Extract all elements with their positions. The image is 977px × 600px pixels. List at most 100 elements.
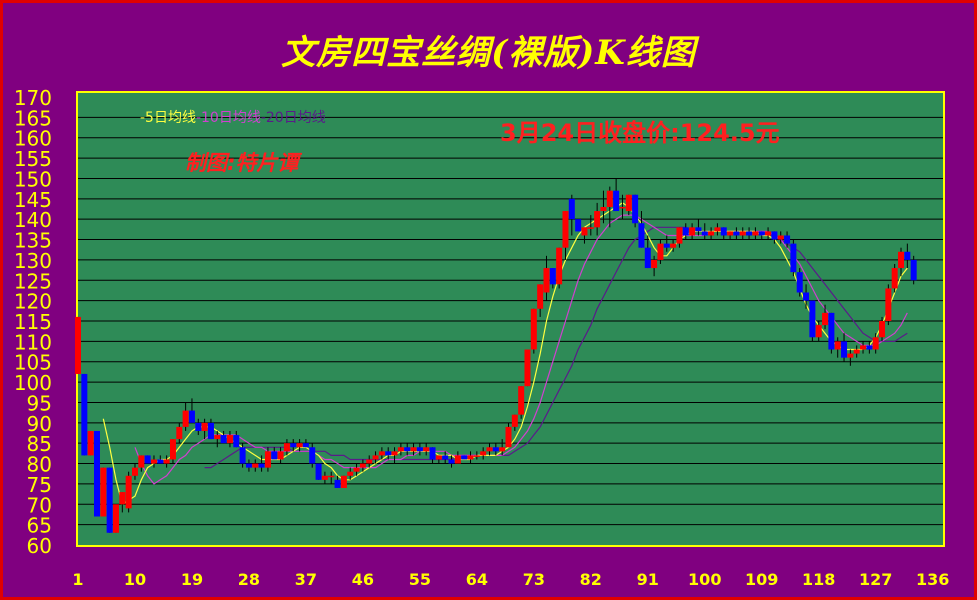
legend-ma10: -10日均线 xyxy=(195,110,261,126)
candle xyxy=(822,304,829,330)
candle-body xyxy=(492,447,499,452)
candle-body xyxy=(872,337,879,350)
x-tick-label: 91 xyxy=(637,570,659,589)
candle-body xyxy=(530,308,537,350)
candle xyxy=(587,215,594,236)
candle xyxy=(119,492,126,513)
candle-body xyxy=(454,455,461,464)
candle-body xyxy=(404,447,411,452)
candle-body xyxy=(790,243,797,273)
candle xyxy=(651,255,658,277)
candle-body xyxy=(600,206,607,212)
candle-body xyxy=(138,455,145,468)
candle-body xyxy=(625,194,632,212)
candle xyxy=(524,349,531,387)
candle xyxy=(277,447,284,464)
candle-body xyxy=(290,443,297,448)
candle xyxy=(885,284,892,326)
candle-body xyxy=(416,447,423,452)
candle xyxy=(188,398,195,423)
candle xyxy=(245,459,252,472)
candle-body xyxy=(556,247,563,285)
candle xyxy=(397,443,404,456)
candle xyxy=(739,227,746,240)
candle-body xyxy=(841,341,848,358)
y-tick-label: 170 xyxy=(14,86,52,110)
y-tick-label: 110 xyxy=(14,330,52,354)
candle xyxy=(777,231,784,244)
candle xyxy=(214,430,221,448)
x-tick-label: 73 xyxy=(523,570,545,589)
candle xyxy=(758,231,765,240)
candle-body xyxy=(657,243,664,260)
candle-body xyxy=(366,459,373,464)
candle xyxy=(131,463,138,480)
candle-body xyxy=(752,231,759,236)
candle xyxy=(442,451,449,464)
candle-body xyxy=(150,459,157,464)
candle-body xyxy=(239,447,246,464)
candle xyxy=(182,402,189,431)
legend-ma20: -20日均线 xyxy=(260,110,326,126)
candle xyxy=(891,263,898,293)
candle-body xyxy=(651,259,658,269)
close-price-annotation: 3月24日收盘价:124.5元 xyxy=(500,119,780,147)
candle xyxy=(879,316,886,342)
candle-body xyxy=(429,447,436,460)
candle-body xyxy=(505,426,512,448)
candle xyxy=(663,235,670,252)
candle xyxy=(619,194,626,220)
candle-body xyxy=(689,227,696,236)
candle xyxy=(549,268,556,289)
candle-body xyxy=(410,447,417,452)
y-tick-label: 130 xyxy=(14,249,52,273)
candle xyxy=(853,345,860,358)
candle xyxy=(87,430,94,456)
candle-body xyxy=(296,443,303,448)
candle xyxy=(492,443,499,456)
candle-body xyxy=(347,471,354,476)
candle xyxy=(638,211,645,248)
candle xyxy=(600,190,607,224)
candle-body xyxy=(480,451,487,456)
candle-body xyxy=(904,251,911,260)
candle-body xyxy=(100,467,107,517)
candle-body xyxy=(796,272,803,293)
candle xyxy=(157,455,164,464)
candle-body xyxy=(435,455,442,460)
candle-body xyxy=(632,194,639,224)
candle xyxy=(112,504,119,533)
candle xyxy=(93,430,100,517)
candle-body xyxy=(853,349,860,354)
candle-body xyxy=(252,463,259,468)
x-tick-label: 19 xyxy=(181,570,203,589)
candle-body xyxy=(879,321,886,338)
y-tick-label: 60 xyxy=(27,534,52,558)
candle-body xyxy=(847,353,854,358)
candle-body xyxy=(771,231,778,240)
candle-body xyxy=(910,259,917,281)
y-tick-label: 145 xyxy=(14,188,52,212)
candle-body xyxy=(727,231,734,236)
candle xyxy=(353,463,360,476)
candle xyxy=(429,447,436,464)
candle xyxy=(347,467,354,480)
candle xyxy=(613,178,620,212)
candle-body xyxy=(340,475,347,488)
candle xyxy=(486,443,493,456)
candle xyxy=(309,443,316,468)
candle xyxy=(752,227,759,240)
candle-body xyxy=(898,251,905,269)
candle-body xyxy=(207,422,214,440)
candle xyxy=(416,443,423,456)
candle-body xyxy=(87,430,94,456)
candle xyxy=(138,455,145,472)
candle xyxy=(334,475,341,488)
candle-body xyxy=(106,467,113,533)
candle xyxy=(771,231,778,244)
candle xyxy=(454,451,461,464)
x-tick-label: 55 xyxy=(409,570,431,589)
candle-body xyxy=(834,341,841,350)
x-tick-label: 64 xyxy=(466,570,488,589)
candle-body xyxy=(613,190,620,212)
